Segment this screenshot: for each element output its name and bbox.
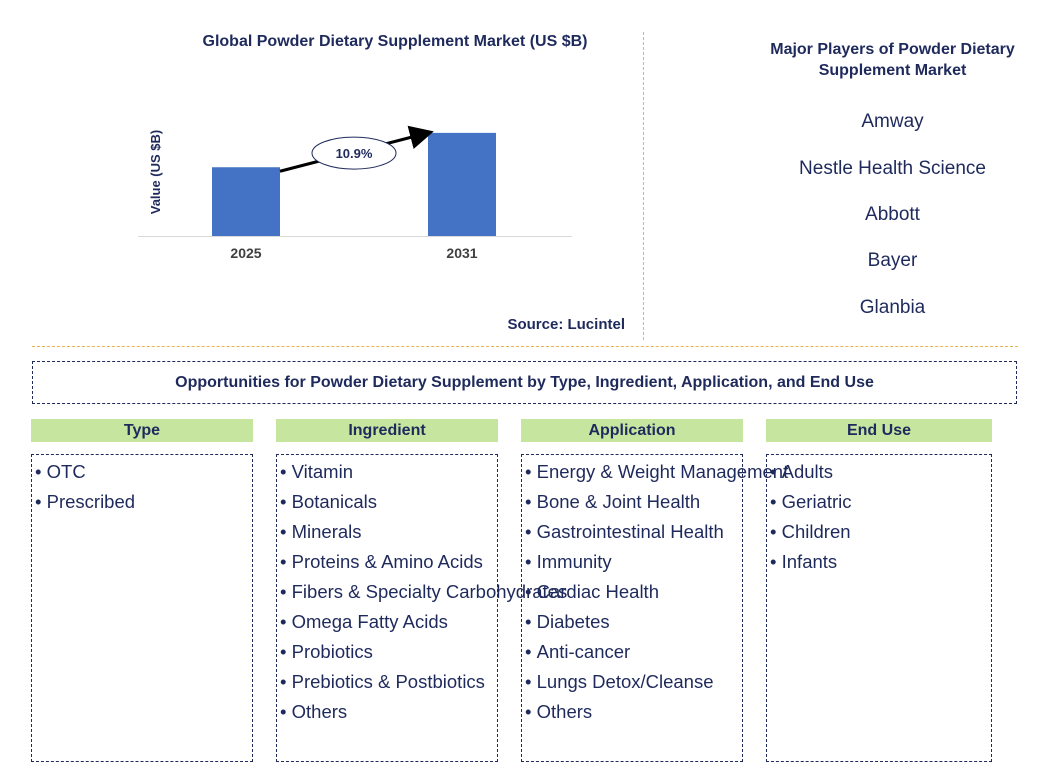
chart-title: Global Powder Dietary Supplement Market …: [202, 33, 588, 50]
player-item: Bayer: [867, 250, 918, 271]
list-item: Prebiotics & Postbiotics: [280, 667, 497, 697]
application-header: Application: [521, 419, 743, 442]
list-item: Prescribed: [35, 487, 252, 517]
end-use-list-box: AdultsGeriatricChildrenInfants: [766, 454, 992, 762]
cagr-ellipse: [311, 136, 397, 170]
list-item: Cardiac Health: [525, 577, 742, 607]
ingredient-header: Ingredient: [276, 419, 498, 442]
bar-2025: [212, 167, 280, 236]
list-item: Diabetes: [525, 607, 742, 637]
horizontal-divider: [32, 346, 1018, 347]
bar-2031: [428, 132, 496, 236]
players-title: Major Players of Powder Dietary Suppleme…: [770, 41, 1015, 79]
y-axis-label: Value (US $B): [148, 130, 163, 215]
end-use-header: End Use: [766, 419, 992, 442]
bar-chart: 2025 2031 Value (US $B) 10.9%: [138, 125, 572, 261]
list-item: Infants: [770, 547, 991, 577]
list-item: Immunity: [525, 547, 742, 577]
list-item: Adults: [770, 457, 991, 487]
list-item: Others: [280, 697, 497, 727]
player-item: Amway: [861, 111, 924, 132]
opportunities-title: Opportunities for Powder Dietary Supplem…: [32, 361, 1017, 404]
list-item: Vitamin: [280, 457, 497, 487]
opportunities-title-text: Opportunities for Powder Dietary Supplem…: [175, 373, 874, 391]
list-item: Others: [525, 697, 742, 727]
list-item: Botanicals: [280, 487, 497, 517]
player-item: Nestle Health Science: [799, 158, 986, 179]
list-item: OTC: [35, 457, 252, 487]
application-list-box: Energy & Weight ManagementBone & Joint H…: [521, 454, 789, 762]
list-item: Proteins & Amino Acids: [280, 547, 497, 577]
source-label: Source: Lucintel: [507, 316, 625, 333]
list-item: Anti-cancer: [525, 637, 742, 667]
ingredient-list: VitaminBotanicalsMineralsProteins & Amin…: [280, 457, 568, 727]
list-item: Lungs Detox/Cleanse: [525, 667, 742, 697]
ingredient-list-box: VitaminBotanicalsMineralsProteins & Amin…: [276, 454, 568, 762]
list-item: Omega Fatty Acids: [280, 607, 497, 637]
end-use-list: AdultsGeriatricChildrenInfants: [770, 457, 991, 577]
cagr-label: 10.9%: [336, 146, 373, 161]
list-item: Energy & Weight Management: [525, 457, 789, 487]
list-item: Minerals: [280, 517, 497, 547]
list-item: Children: [770, 517, 991, 547]
list-item: Geriatric: [770, 487, 991, 517]
list-item: Gastrointestinal Health: [525, 517, 742, 547]
type-list-box: OTCPrescribed: [31, 454, 253, 762]
type-list: OTCPrescribed: [35, 457, 252, 517]
player-item: Abbott: [865, 204, 920, 225]
type-header: Type: [31, 419, 253, 442]
list-item: Bone & Joint Health: [525, 487, 742, 517]
x-tick-label: 2031: [446, 245, 477, 261]
list-item: Probiotics: [280, 637, 497, 667]
list-item: Fibers & Specialty Carbohydrates: [280, 577, 568, 607]
player-item: Glanbia: [859, 297, 926, 318]
x-tick-label: 2025: [230, 245, 261, 261]
application-list: Energy & Weight ManagementBone & Joint H…: [525, 457, 789, 727]
vertical-divider: [643, 32, 644, 340]
